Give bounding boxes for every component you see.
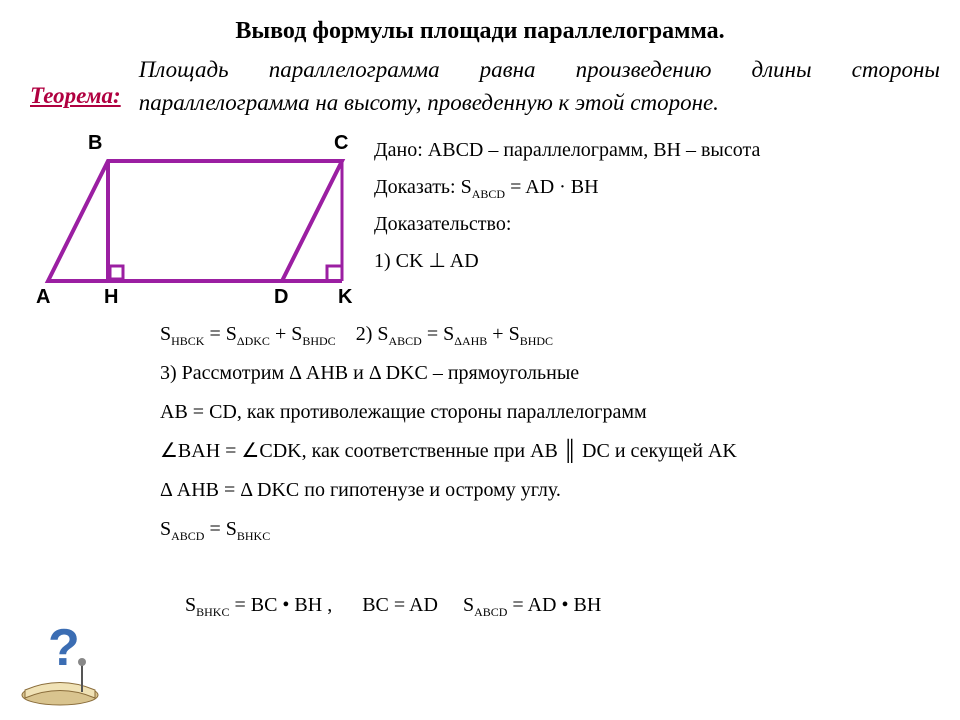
line-final: SBHKC = BC • BH , BC = AD SABCD = AD • B… xyxy=(160,550,940,661)
label-d: D xyxy=(274,286,288,309)
label-b: B xyxy=(88,132,102,155)
theorem-row: Теорема: Площадь параллелограмма равна п… xyxy=(0,53,960,120)
step-1: 1) CK ⊥ AD xyxy=(374,243,940,280)
step-3: 3) Рассмотрим Δ AHB и Δ DKC – прямоуголь… xyxy=(160,355,940,392)
proof-label: Доказательство: xyxy=(374,206,940,243)
prove-line: Доказать: SABCD = AD · BH xyxy=(374,169,940,206)
theorem-text: Площадь параллелограмма равна произведен… xyxy=(139,53,940,120)
label-h: H xyxy=(104,286,118,309)
line-ab: AB = CD, как противолежащие стороны пара… xyxy=(160,394,940,431)
line-angles: ∠BAH = ∠CDK, как соответственные при AB … xyxy=(160,433,940,470)
line-triangles: Δ AHB = Δ DKC по гипотенузе и острому уг… xyxy=(160,472,940,509)
parallelogram-diagram: B C A H D K xyxy=(24,126,374,316)
mid-section: B C A H D K Дано: ABCD – параллелограмм,… xyxy=(0,120,960,316)
svg-text:?: ? xyxy=(48,619,80,677)
label-k: K xyxy=(338,286,352,309)
given-line: Дано: ABCD – параллелограмм, BH – высота xyxy=(374,132,940,169)
aux-and-step2: SHBCK = SΔDKC + SBHDC 2) SABCD = SΔAHB +… xyxy=(160,316,940,353)
proof-body: SHBCK = SΔDKC + SBHDC 2) SABCD = SΔAHB +… xyxy=(0,316,960,661)
page-title: Вывод формулы площади параллелограмма. xyxy=(0,0,960,53)
given-section: Дано: ABCD – параллелограмм, BH – высота… xyxy=(374,126,940,280)
line-s-eq: SABCD = SBHKC xyxy=(160,511,940,548)
theorem-label: Теорема: xyxy=(30,83,121,109)
label-a: A xyxy=(36,286,50,309)
help-icon: ? xyxy=(10,610,110,710)
label-c: C xyxy=(334,132,348,155)
